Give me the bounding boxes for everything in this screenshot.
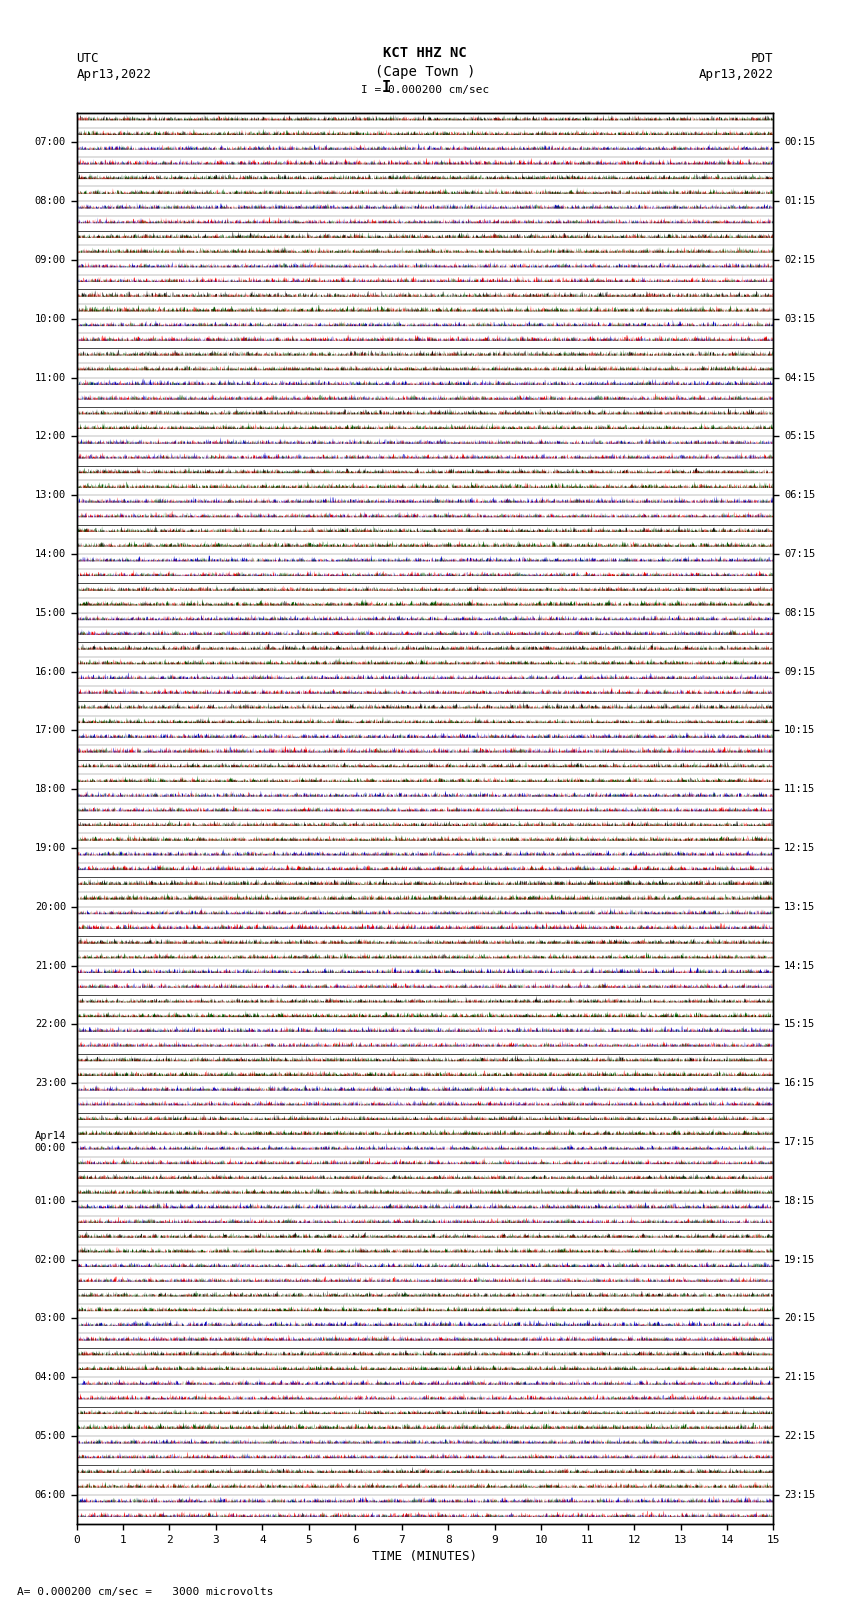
Text: PDT: PDT — [751, 52, 774, 65]
Text: UTC: UTC — [76, 52, 99, 65]
Text: (Cape Town ): (Cape Town ) — [375, 65, 475, 79]
Text: I: I — [382, 81, 391, 95]
X-axis label: TIME (MINUTES): TIME (MINUTES) — [372, 1550, 478, 1563]
Text: A= 0.000200 cm/sec =   3000 microvolts: A= 0.000200 cm/sec = 3000 microvolts — [17, 1587, 274, 1597]
Text: I = 0.000200 cm/sec: I = 0.000200 cm/sec — [361, 85, 489, 95]
Text: Apr13,2022: Apr13,2022 — [76, 68, 151, 81]
Text: KCT HHZ NC: KCT HHZ NC — [383, 45, 467, 60]
Text: Apr13,2022: Apr13,2022 — [699, 68, 774, 81]
